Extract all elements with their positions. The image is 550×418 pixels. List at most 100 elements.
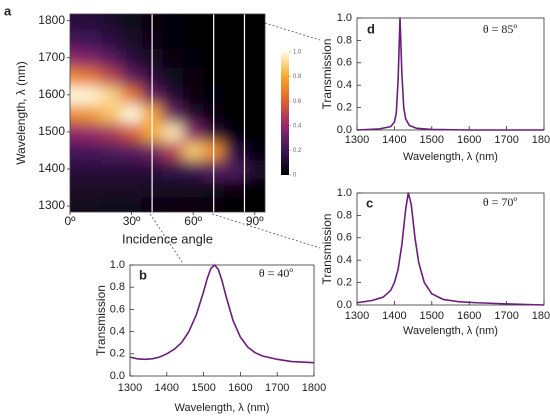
colorbar-tick-label: 0.8 xyxy=(293,74,302,80)
heatmap-cell xyxy=(244,159,265,179)
heatmap-cell xyxy=(100,122,122,142)
heatmap-cell xyxy=(223,29,246,50)
heatmap-cell xyxy=(244,104,265,124)
x-axis-label: Wavelength, λ (nm) xyxy=(403,151,498,163)
y-tick-label: 0.4 xyxy=(337,254,352,266)
heatmap-cell xyxy=(244,67,265,87)
x-tick-label: 1800 xyxy=(532,134,550,146)
heatmap-cell xyxy=(182,67,205,87)
x-tick-label: 1300 xyxy=(345,310,369,322)
x-tick-label: 1600 xyxy=(457,134,481,146)
heatmap-cell xyxy=(244,85,265,105)
y-tick-label: 0.6 xyxy=(110,303,125,315)
heatmap-cell xyxy=(244,29,265,50)
heatmap-cell xyxy=(182,48,205,68)
colorbar-tick-label: 0 xyxy=(293,173,297,179)
y-axis-label: Transmission xyxy=(94,285,108,356)
heatmap-cell xyxy=(244,48,265,68)
heatmap-cell xyxy=(162,141,184,161)
heatmap-cell xyxy=(162,178,184,198)
y-tick-label: 0.0 xyxy=(337,124,352,136)
y-tick-label: 0.4 xyxy=(337,79,352,91)
heatmap-cell xyxy=(182,178,205,198)
heatmap-cell xyxy=(162,104,184,124)
heatmap-cell xyxy=(223,196,246,212)
heatmap-cell xyxy=(223,178,246,198)
heatmap-cell xyxy=(80,29,102,50)
heatmap-cell xyxy=(70,104,81,124)
heatmap-cell xyxy=(80,141,102,161)
colorbar-tick-label: 0.6 xyxy=(293,99,302,105)
heatmap-cell xyxy=(223,67,246,87)
plot-frame xyxy=(356,192,545,306)
transmission-line xyxy=(356,192,545,306)
heatmap-cell xyxy=(121,85,143,105)
heatmap-cell xyxy=(162,122,184,142)
y-tick-label: 1.0 xyxy=(337,187,352,199)
heatmap-cell xyxy=(80,67,102,87)
x-axis-label: Incidence angle xyxy=(122,231,213,246)
heatmap-cell xyxy=(70,122,81,142)
y-tick-label: 0.4 xyxy=(110,326,125,338)
heatmap-cell xyxy=(223,48,246,68)
y-axis-label: Transmission xyxy=(320,214,334,285)
x-tick-label: 1400 xyxy=(382,310,406,322)
y-tick-label: 0.0 xyxy=(337,299,352,311)
heatmap-cell xyxy=(223,14,246,31)
y-tick-label: 1400 xyxy=(38,161,65,175)
heatmap-cell xyxy=(80,159,102,179)
heatmap-cell xyxy=(70,196,81,212)
heatmap-cell xyxy=(80,48,102,68)
heatmap-cell xyxy=(162,48,184,68)
x-tick-label: 1800 xyxy=(532,310,550,322)
heatmap-cell xyxy=(100,104,122,124)
heatmap-cell xyxy=(80,178,102,198)
heatmap-cell xyxy=(100,141,122,161)
heatmap-cell xyxy=(121,159,143,179)
x-tick-label: 1800 xyxy=(302,382,326,394)
y-tick-label: 0.8 xyxy=(337,34,352,46)
y-tick-label: 1700 xyxy=(38,50,65,64)
plot-frame xyxy=(69,13,266,213)
heatmap-cell xyxy=(70,85,81,105)
heatmap-cell xyxy=(182,104,205,124)
y-axis-label: Wavelength, λ (nm) xyxy=(14,61,28,165)
heatmap-cell xyxy=(162,85,184,105)
heatmap-cell xyxy=(223,141,246,161)
heatmap-cell xyxy=(182,122,205,142)
heatmap-cell xyxy=(100,85,122,105)
x-tick-label: 0º xyxy=(64,214,76,228)
annotation: θ = 70º xyxy=(483,195,518,209)
heatmap-cell xyxy=(70,14,81,31)
heatmap-cell xyxy=(80,104,102,124)
colorbar xyxy=(281,52,289,175)
panel-letter: a xyxy=(4,3,12,18)
x-tick-label: 30º xyxy=(123,214,141,228)
heatmap-cell xyxy=(182,196,205,212)
heatmap-cell xyxy=(100,67,122,87)
x-tick-label: 60º xyxy=(184,214,202,228)
x-tick-label: 1700 xyxy=(494,134,518,146)
heatmap-cell xyxy=(70,159,81,179)
y-tick-label: 0.6 xyxy=(337,232,352,244)
colorbar-tick-label: 1.0 xyxy=(293,50,302,56)
heatmap-cell xyxy=(223,122,246,142)
heatmap-cell xyxy=(162,159,184,179)
y-tick-label: 0.8 xyxy=(337,209,352,221)
heatmap-cell xyxy=(121,141,143,161)
heatmap-cell xyxy=(121,196,143,212)
x-axis-label: Wavelength, λ (nm) xyxy=(175,402,270,414)
heatmap-cell xyxy=(80,122,102,142)
y-axis-label: Transmission xyxy=(320,39,334,110)
heatmap-cell xyxy=(80,14,102,31)
colorbar-tick-label: 0.2 xyxy=(293,148,302,154)
colorbar-tick-label: 0.4 xyxy=(293,123,302,129)
heatmap-cell xyxy=(182,85,205,105)
x-tick-label: 1300 xyxy=(118,382,142,394)
heatmap-cell xyxy=(100,14,122,31)
heatmap-cell xyxy=(100,159,122,179)
annotation: θ = 85º xyxy=(483,22,518,36)
heatmap-cell xyxy=(121,104,143,124)
heatmap-cell xyxy=(70,178,81,198)
